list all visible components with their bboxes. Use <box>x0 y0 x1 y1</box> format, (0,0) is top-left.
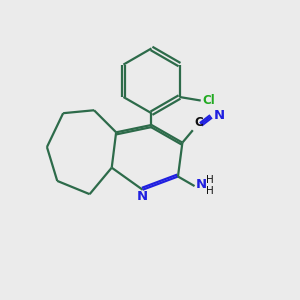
Text: N: N <box>213 109 224 122</box>
Text: N: N <box>196 178 207 191</box>
Text: C: C <box>195 116 203 129</box>
Text: H: H <box>206 186 214 197</box>
Text: N: N <box>137 190 148 203</box>
Text: Cl: Cl <box>202 94 214 107</box>
Text: H: H <box>206 175 214 184</box>
